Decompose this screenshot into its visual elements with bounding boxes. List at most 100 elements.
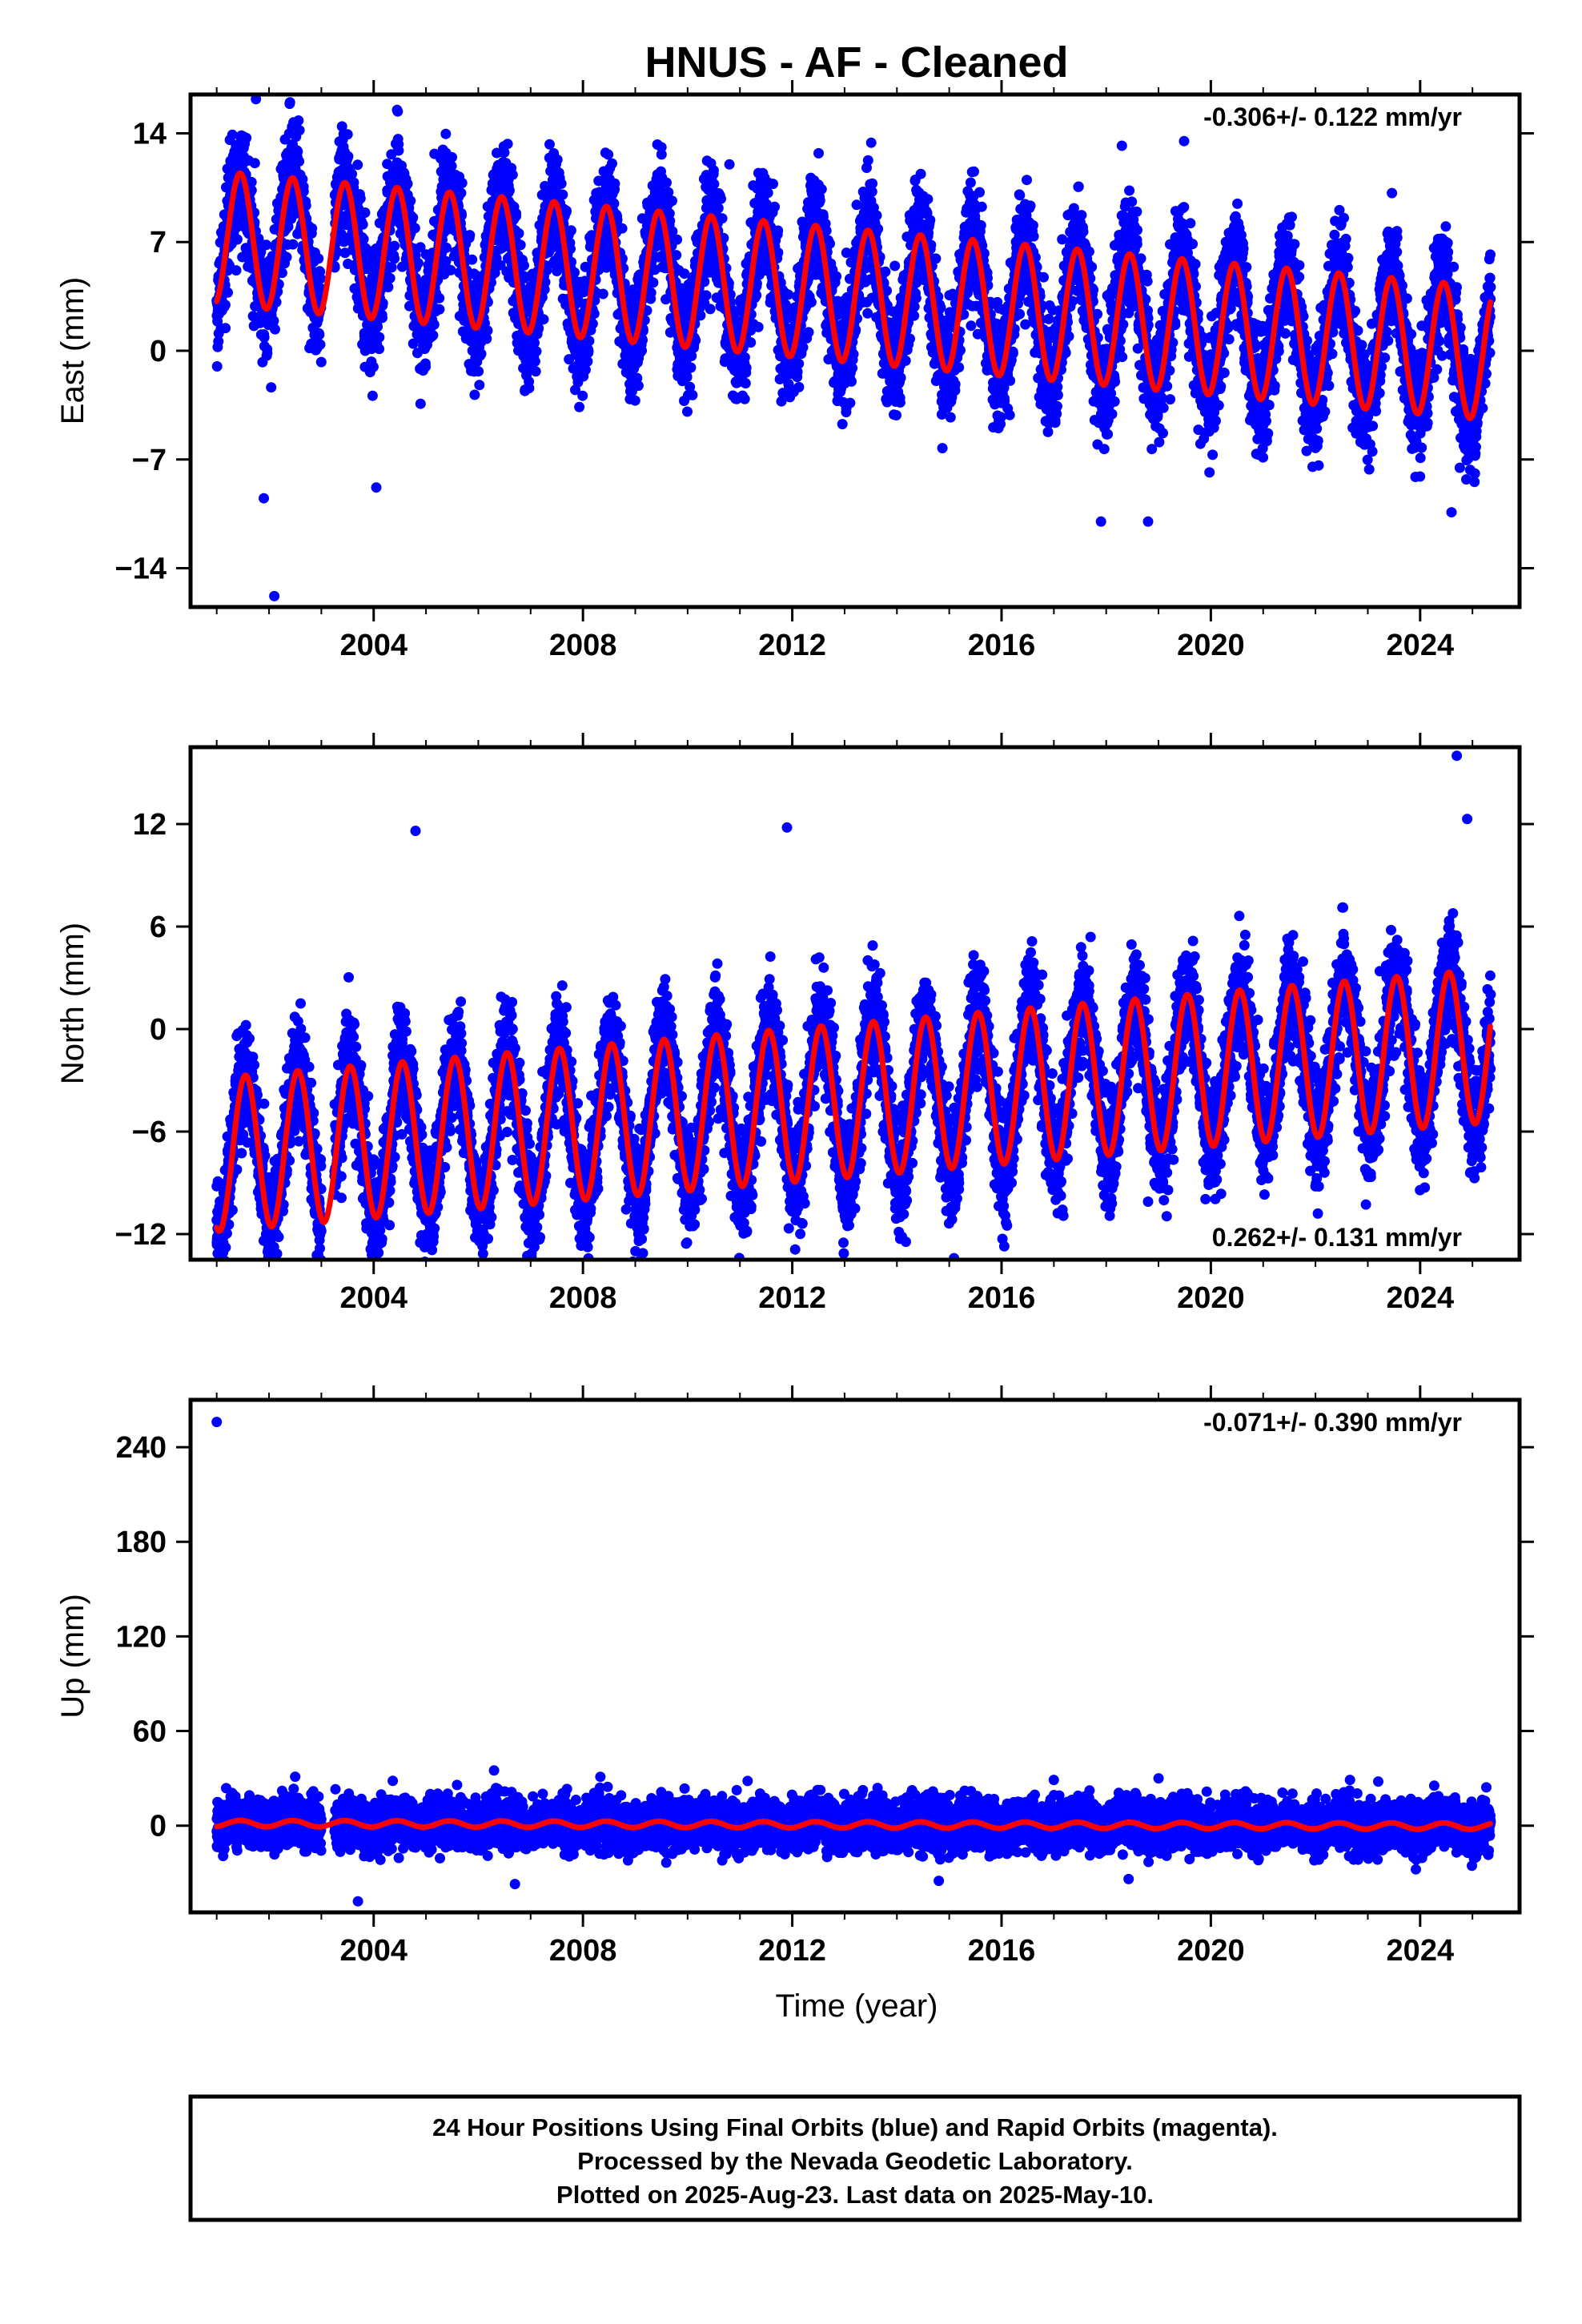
east-point <box>793 358 805 369</box>
east-point <box>352 159 363 171</box>
east-point <box>544 139 555 150</box>
east-point <box>473 366 484 377</box>
east-point <box>504 185 515 196</box>
east-point <box>556 178 567 189</box>
east-point <box>241 132 252 143</box>
east-point <box>814 195 825 206</box>
east-point <box>348 177 359 188</box>
east-point <box>389 240 400 251</box>
east-point <box>574 401 585 412</box>
east-point <box>629 395 640 406</box>
east-point <box>220 323 231 334</box>
east-point <box>247 311 259 322</box>
east-point <box>597 288 608 300</box>
east-points <box>211 94 1496 601</box>
east-point <box>428 319 440 330</box>
east-point <box>259 332 270 343</box>
east-point <box>891 410 901 420</box>
east-point <box>565 225 576 236</box>
east-point <box>862 155 873 166</box>
east-point <box>342 129 353 140</box>
east-point <box>464 230 476 241</box>
east-point <box>219 300 231 311</box>
east-point <box>383 282 394 292</box>
east-point <box>846 376 857 387</box>
east-point <box>359 207 371 218</box>
figure-title: HNUS - AF - Cleaned <box>644 38 1068 86</box>
east-point <box>682 406 693 417</box>
east-point <box>867 178 878 189</box>
east-point <box>900 355 911 366</box>
east-point <box>603 149 614 160</box>
east-point <box>474 380 485 391</box>
east-point <box>769 201 781 212</box>
east-point <box>266 382 277 393</box>
east-point <box>577 390 588 401</box>
east-point <box>667 195 677 207</box>
east-point <box>294 156 305 167</box>
east-point <box>889 260 901 271</box>
east-point <box>895 372 906 384</box>
east-point <box>482 325 493 336</box>
east-point <box>358 234 369 245</box>
east-data-layer <box>211 94 1496 601</box>
east-point <box>681 372 693 383</box>
east-point <box>813 147 824 159</box>
east-point <box>393 145 404 156</box>
east-point <box>583 345 594 356</box>
east-point <box>315 356 327 368</box>
east-point <box>717 213 728 224</box>
east-point <box>740 378 751 389</box>
east-point <box>434 292 445 304</box>
east-point <box>865 137 877 148</box>
east-point <box>313 253 324 264</box>
east-point <box>268 316 279 327</box>
east-point <box>293 115 304 126</box>
east-point <box>213 336 224 347</box>
east-point <box>231 265 242 276</box>
east-point <box>636 345 648 356</box>
east-point <box>609 178 620 189</box>
east-point <box>262 348 273 359</box>
east-point <box>922 194 934 205</box>
east-point <box>420 361 432 372</box>
east-point <box>469 389 480 400</box>
east-point <box>392 106 404 117</box>
east-point <box>805 296 817 308</box>
east-point <box>745 337 757 348</box>
east-point <box>408 212 419 223</box>
east-point <box>645 287 656 298</box>
east-point <box>287 239 299 250</box>
east-point <box>315 273 326 284</box>
east-point <box>307 223 318 234</box>
east-point <box>377 312 387 324</box>
east-point <box>803 327 814 338</box>
east-point <box>347 168 358 179</box>
east-point <box>384 272 396 283</box>
east-point <box>374 344 385 355</box>
east-point <box>367 390 378 401</box>
east-point <box>905 333 915 344</box>
east-point <box>768 179 778 190</box>
east-point <box>607 158 617 169</box>
east-point <box>231 234 243 245</box>
east-point <box>930 253 942 264</box>
east-point <box>584 336 595 347</box>
east-point <box>530 366 541 377</box>
east-point <box>701 290 712 301</box>
east-point <box>825 238 835 249</box>
east-point <box>632 380 644 392</box>
east-point <box>909 310 920 321</box>
east-point <box>871 210 882 221</box>
east-point <box>894 397 905 408</box>
east-point <box>355 193 366 204</box>
east-point <box>507 169 518 180</box>
east-point <box>246 176 257 187</box>
east-point <box>762 187 773 199</box>
east-point <box>434 304 445 315</box>
east-point <box>915 168 926 179</box>
east-point <box>538 314 549 325</box>
east-point <box>716 193 726 204</box>
east-point <box>648 277 659 288</box>
